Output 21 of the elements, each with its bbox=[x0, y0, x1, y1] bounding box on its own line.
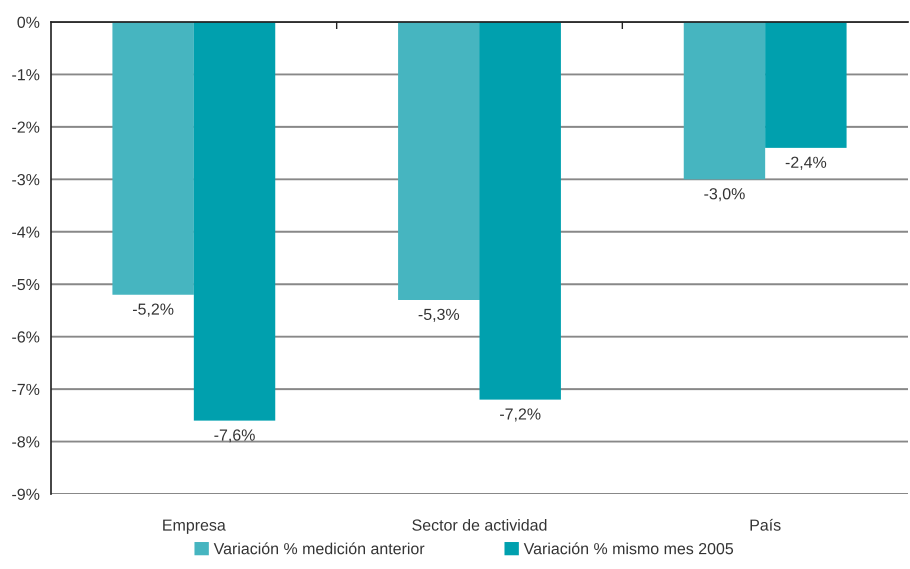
y-tick-label: -3% bbox=[12, 174, 40, 186]
y-tick-label: -8% bbox=[12, 436, 40, 448]
x-tick-label: País bbox=[750, 518, 781, 531]
legend-label: Variación % mismo mes 2005 bbox=[524, 542, 734, 554]
data-label: -7,2% bbox=[500, 408, 541, 422]
data-label: -2,4% bbox=[786, 156, 826, 170]
x-tick-label: Empresa bbox=[163, 520, 226, 534]
data-label: -5,2% bbox=[132, 303, 174, 317]
x-tick-label: Sector de actividad bbox=[412, 519, 546, 531]
y-tick-label: -6% bbox=[12, 331, 40, 343]
y-tick-label: -7% bbox=[12, 384, 40, 395]
legend-label: Variación % medición anterior bbox=[214, 542, 424, 554]
y-tick-label: -4% bbox=[12, 226, 40, 238]
y-tick-label: -2% bbox=[12, 122, 40, 133]
y-tick-label: -1% bbox=[12, 69, 40, 80]
data-label: -3,0% bbox=[704, 188, 745, 202]
y-tick-label: -5% bbox=[12, 278, 40, 290]
y-tick-label: 0% bbox=[17, 16, 40, 28]
data-label: -5,3% bbox=[418, 308, 460, 322]
y-tick-label: -9% bbox=[12, 488, 40, 500]
data-label: -7,6% bbox=[214, 429, 255, 443]
